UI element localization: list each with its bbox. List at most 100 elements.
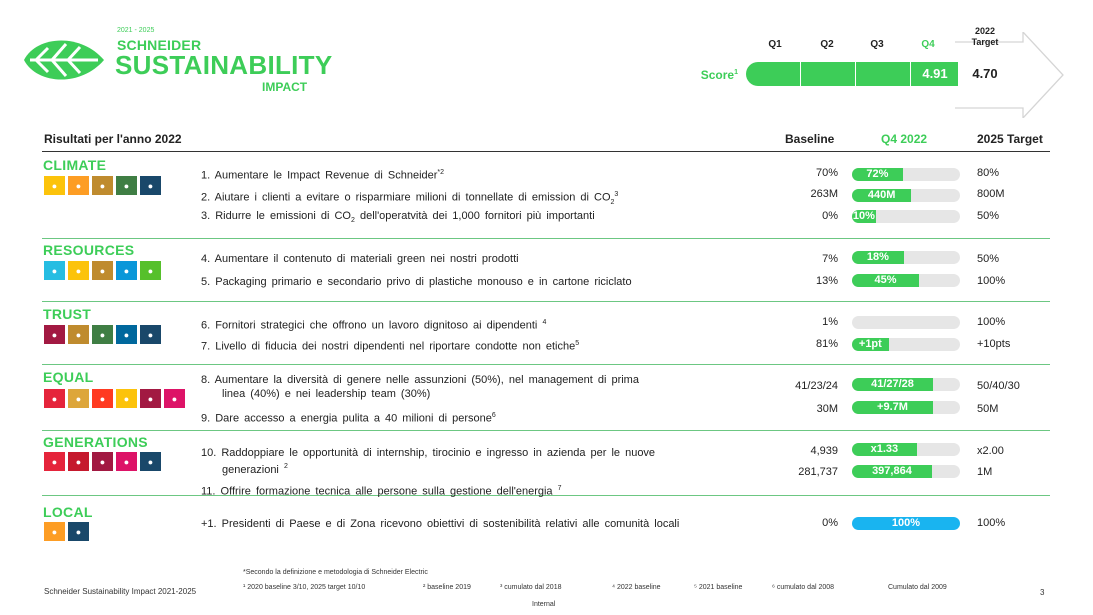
item-4-target: 50% bbox=[977, 253, 1000, 265]
quarter-label-q4: Q4 bbox=[921, 39, 935, 50]
score-divider bbox=[910, 62, 911, 86]
item-7-target: +10pts bbox=[977, 338, 1011, 350]
item-4-text: 4. Aumentare il contenuto di materiali g… bbox=[201, 253, 519, 265]
sdg-7-icon: ● bbox=[116, 389, 137, 408]
item-2-progress-fill: 440M bbox=[852, 189, 912, 202]
footnote-3: ³ cumulato dal 2018 bbox=[500, 584, 562, 591]
item-10-q4-value: x1.33 bbox=[870, 443, 899, 455]
item-10-progress-fill: x1.33 bbox=[852, 443, 917, 456]
item-9-text: 9. Dare accesso a energia pulita a 40 mi… bbox=[201, 412, 496, 425]
page-number: 3 bbox=[1040, 588, 1045, 597]
sdg-12-icon: ● bbox=[92, 261, 113, 280]
item-11-baseline: 281,737 bbox=[798, 466, 838, 478]
item-2-target: 800M bbox=[977, 188, 1005, 200]
equal-sdg-icons: ● ● ● ● ● ● bbox=[44, 389, 185, 408]
sdg-8-icon: ● bbox=[140, 389, 161, 408]
col-baseline-header: Baseline bbox=[785, 132, 835, 146]
sdg-17-icon: ● bbox=[140, 325, 161, 344]
item-6-baseline: 1% bbox=[822, 316, 838, 328]
item-7-progress-fill: +1pt bbox=[852, 338, 889, 351]
item-9-baseline: 30M bbox=[816, 403, 838, 415]
item-4-baseline: 7% bbox=[822, 253, 838, 265]
section-divider bbox=[42, 364, 1050, 365]
leaf-icon bbox=[24, 40, 104, 80]
item-1-baseline: 70% bbox=[815, 167, 838, 179]
item-11-text: 11. Offrire formazione tecnica alle pers… bbox=[201, 485, 562, 498]
item-8-target: 50/40/30 bbox=[977, 380, 1020, 392]
item-7-baseline: 81% bbox=[815, 338, 838, 350]
sdg-6-icon: ● bbox=[44, 261, 65, 280]
item-10-text: 10. Raddoppiare le opportunità di intern… bbox=[201, 447, 656, 476]
item-5-progress-fill: 45% bbox=[852, 274, 919, 287]
logo-years: 2021 - 2025 bbox=[117, 27, 155, 34]
item-local-text: +1. Presidenti di Paese e di Zona ricevo… bbox=[201, 518, 680, 530]
quarter-label-q3: Q3 bbox=[870, 39, 884, 50]
footnote-5: ⁵ 2021 baseline bbox=[694, 584, 743, 591]
category-local: LOCAL bbox=[43, 504, 93, 520]
sdg-7-icon: ● bbox=[44, 176, 65, 195]
item-3-progress-track bbox=[852, 210, 960, 223]
item-6-target: 100% bbox=[977, 316, 1006, 328]
item-11-target: 1M bbox=[977, 466, 993, 478]
section-divider bbox=[42, 495, 1050, 496]
section-divider bbox=[42, 238, 1050, 239]
item-4-q4-value: 18% bbox=[866, 251, 889, 263]
sdg-10-icon: ● bbox=[164, 389, 185, 408]
sdg-7-icon: ● bbox=[68, 261, 89, 280]
section-divider bbox=[42, 301, 1050, 302]
category-trust: TRUST bbox=[43, 306, 92, 322]
item-11-progress-fill: 397,864 bbox=[852, 465, 932, 478]
item-1-q4-value: 72% bbox=[866, 168, 889, 180]
sdg-14-icon: ● bbox=[116, 261, 137, 280]
sdg-16-icon: ● bbox=[116, 325, 137, 344]
item-2-q4-value: 440M bbox=[867, 189, 896, 201]
item-4-progress-fill: 18% bbox=[852, 251, 904, 264]
item-8-q4-value: 41/27/28 bbox=[871, 378, 914, 390]
sdg-8-icon: ● bbox=[92, 452, 113, 471]
item-3-q4-value: 10% bbox=[852, 210, 875, 222]
item-5-baseline: 13% bbox=[815, 275, 838, 287]
category-climate: CLIMATE bbox=[43, 157, 107, 173]
quarter-label-q1: Q1 bbox=[768, 39, 782, 50]
item-local-target: 100% bbox=[977, 517, 1006, 529]
item-7-q4-value: +1pt bbox=[858, 338, 882, 350]
sdg-17-icon: ● bbox=[140, 176, 161, 195]
sdg-4-icon: ● bbox=[68, 452, 89, 471]
item-2-text: 2. Aiutare i clienti a evitare o risparm… bbox=[201, 191, 619, 206]
footnote-definition: *Secondo la definizione e metodologia di… bbox=[243, 569, 428, 576]
sdg-8-icon: ● bbox=[44, 325, 65, 344]
table-title: Risultati per l'anno 2022 bbox=[44, 132, 182, 146]
category-generations: GENERATIONS bbox=[43, 434, 148, 450]
sdg-12-icon: ● bbox=[92, 176, 113, 195]
climate-sdg-icons: ● ● ● ● ● bbox=[44, 176, 161, 195]
resources-sdg-icons: ● ● ● ● ● bbox=[44, 261, 161, 280]
sdg-17-icon: ● bbox=[68, 522, 89, 541]
item-1-text: 1. Aumentare le Impact Revenue di Schnei… bbox=[201, 169, 445, 182]
trust-sdg-icons: ● ● ● ● ● bbox=[44, 325, 161, 344]
logo-line1: SCHNEIDER bbox=[117, 37, 202, 53]
footnote-7: Cumulato dal 2009 bbox=[888, 584, 947, 591]
logo-line2: SUSTAINABILITY bbox=[115, 50, 333, 80]
item-local-q4-value: 100% bbox=[891, 517, 921, 529]
item-8-progress-fill: 41/27/28 bbox=[852, 378, 933, 391]
logo-line3: IMPACT bbox=[262, 80, 308, 94]
item-8-text: 8. Aumentare la diversità di genere nell… bbox=[201, 374, 639, 400]
item-6-text: 6. Fornitori strategici che offrono un l… bbox=[201, 319, 547, 332]
item-3-progress-fill: 10% bbox=[852, 210, 876, 223]
item-3-text: 3. Ridurre le emissioni di CO2 dell'oper… bbox=[201, 210, 595, 225]
item-10-baseline: 4,939 bbox=[810, 445, 838, 457]
sdg-1-icon: ● bbox=[44, 452, 65, 471]
item-9-target: 50M bbox=[977, 403, 999, 415]
sdg-1-icon: ● bbox=[44, 389, 65, 408]
generations-sdg-icons: ● ● ● ● ● bbox=[44, 452, 161, 471]
category-equal: EQUAL bbox=[43, 369, 94, 385]
item-10-target: x2.00 bbox=[977, 445, 1004, 457]
sdg-17-icon: ● bbox=[140, 452, 161, 471]
col-q4-header: Q4 2022 bbox=[881, 132, 928, 146]
quarter-label-q2: Q2 bbox=[820, 39, 834, 50]
item-5-target: 100% bbox=[977, 275, 1006, 287]
sdg-5-icon: ● bbox=[92, 389, 113, 408]
sdg-11-icon: ● bbox=[68, 176, 89, 195]
item-1-progress-fill: 72% bbox=[852, 168, 903, 181]
sdg-15-icon: ● bbox=[140, 261, 161, 280]
